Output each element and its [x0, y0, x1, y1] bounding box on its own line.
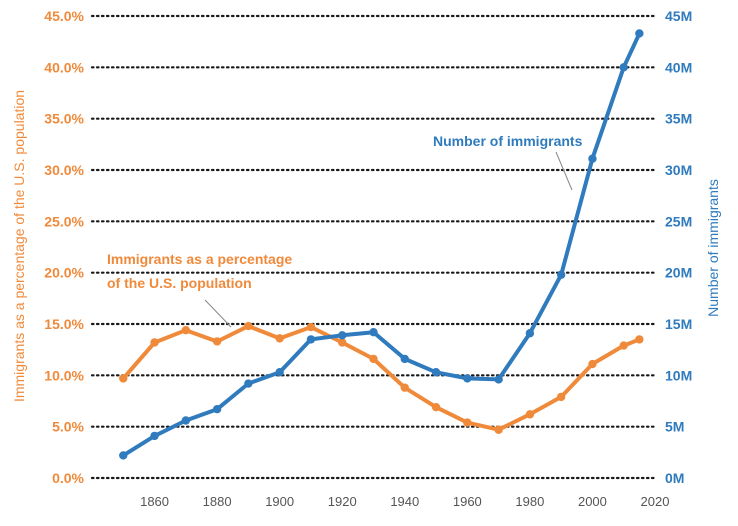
data-point: [244, 321, 253, 331]
x-tick-label: 1960: [453, 494, 482, 509]
data-point: [369, 328, 378, 337]
x-tick-label: 1980: [515, 494, 544, 509]
data-point: [431, 368, 441, 377]
left-tick-label: 25.0%: [44, 213, 84, 229]
left-axis-ticks: 0.0% 5.0% 10.0% 15.0% 20.0% 25.0% 30.0% 35.0% 40…: [44, 8, 84, 486]
right-axis-ticks: 0M 5M 10M 15M 20M 25M 30M 35M 40M 45M: [665, 8, 692, 486]
left-tick-label: 5.0%: [52, 419, 84, 435]
right-tick-label: 15M: [665, 316, 692, 332]
data-point: [369, 354, 378, 364]
data-point: [212, 337, 222, 346]
data-point: [588, 359, 597, 369]
data-point: [119, 374, 128, 383]
data-point: [494, 375, 503, 384]
right-tick-label: 35M: [665, 111, 692, 127]
left-tick-label: 10.0%: [44, 367, 84, 383]
data-point: [306, 335, 316, 344]
annotation-number: Number of immigrants: [433, 133, 583, 191]
data-point: [338, 331, 347, 340]
series-1: [119, 29, 644, 460]
data-point: [181, 416, 191, 425]
right-tick-label: 10M: [665, 367, 692, 383]
series-layer: [119, 29, 644, 460]
data-point: [400, 354, 409, 364]
annotation-percentage-leader: [204, 299, 232, 328]
right-axis-title: Number of immigrants: [705, 179, 721, 317]
right-tick-label: 45M: [665, 8, 692, 24]
right-tick-label: 5M: [665, 419, 684, 435]
data-point: [556, 270, 566, 279]
data-point: [588, 154, 597, 163]
left-tick-label: 15.0%: [44, 316, 84, 332]
x-tick-label: 1900: [265, 494, 294, 509]
data-point: [619, 341, 628, 350]
x-tick-label: 1860: [140, 494, 169, 509]
right-tick-label: 40M: [665, 59, 692, 75]
data-point: [635, 335, 644, 344]
left-tick-label: 45.0%: [44, 8, 84, 24]
data-point: [212, 405, 222, 414]
data-point: [494, 425, 503, 434]
data-point: [635, 29, 644, 38]
right-tick-label: 20M: [665, 265, 692, 281]
left-tick-label: 0.0%: [52, 470, 84, 486]
right-tick-label: 30M: [665, 162, 692, 178]
data-point: [150, 338, 159, 347]
right-tick-label: 25M: [665, 213, 692, 229]
data-point: [619, 63, 628, 72]
data-point: [431, 402, 441, 412]
data-point: [275, 334, 284, 343]
data-point: [400, 383, 409, 392]
data-point: [525, 410, 535, 419]
annotation-percentage: Immigrants as a percentage of the U.S. p…: [107, 251, 292, 328]
data-point: [306, 322, 316, 332]
x-tick-label: 2000: [578, 494, 607, 509]
data-point: [463, 374, 472, 383]
data-point: [119, 451, 128, 460]
annotation-percentage-line1: Immigrants as a percentage: [107, 251, 292, 267]
series-line: [121, 31, 642, 458]
annotation-number-leader: [555, 151, 573, 191]
data-point: [463, 418, 472, 427]
data-point: [150, 431, 159, 441]
x-axis-ticks: 1860 1880 1900 1920 1940 1960 1980 2000 2020: [140, 494, 669, 509]
right-tick-label: 0M: [665, 470, 684, 486]
left-axis-title: Immigrants as a percentage of the U.S. p…: [11, 90, 27, 402]
data-point: [275, 368, 284, 377]
x-tick-label: 2020: [641, 494, 670, 509]
x-tick-label: 1940: [390, 494, 419, 509]
annotation-number-text: Number of immigrants: [433, 133, 583, 149]
left-tick-label: 20.0%: [44, 265, 84, 281]
left-tick-label: 40.0%: [44, 59, 84, 75]
series-line: [121, 324, 642, 432]
data-point: [244, 379, 253, 388]
data-point: [181, 325, 191, 335]
data-point: [525, 329, 535, 338]
left-tick-label: 30.0%: [44, 162, 84, 178]
series-0: [119, 321, 644, 434]
x-tick-label: 1880: [203, 494, 232, 509]
left-tick-label: 35.0%: [44, 111, 84, 127]
annotation-percentage-line2: of the U.S. population: [107, 275, 252, 291]
x-tick-label: 1920: [328, 494, 357, 509]
data-point: [556, 392, 566, 402]
data-point: [338, 338, 347, 347]
